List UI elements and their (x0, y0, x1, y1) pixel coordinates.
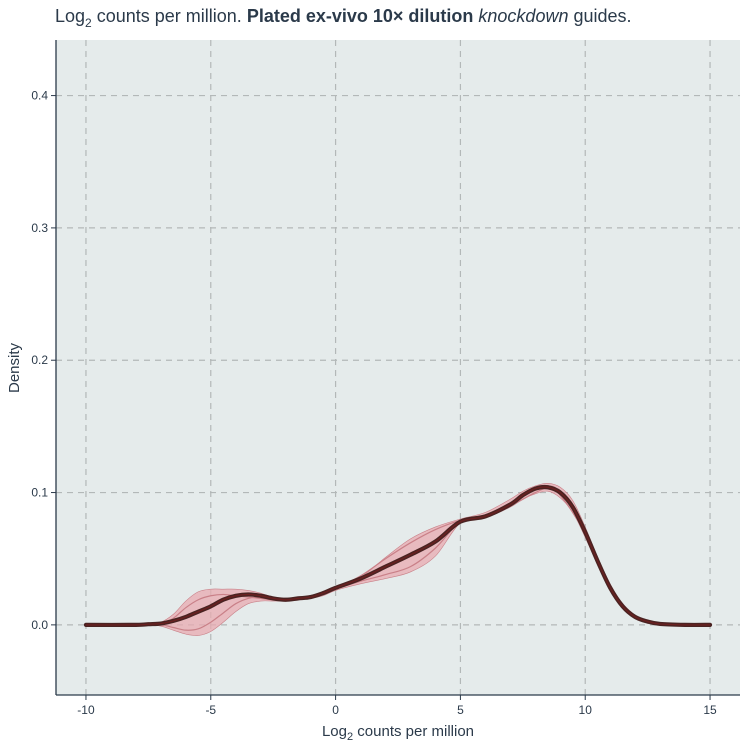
y-tick-label: 0.3 (31, 221, 48, 235)
x-tick-label: 0 (332, 703, 339, 717)
chart-title: Log2 counts per million. Plated ex-vivo … (55, 6, 632, 30)
x-tick-label: -10 (77, 703, 95, 717)
x-tick-label: 15 (703, 703, 717, 717)
plot-panel (56, 40, 740, 695)
y-tick-label: 0.4 (31, 89, 48, 103)
series-lines (83, 484, 713, 631)
x-tick-label: 5 (457, 703, 464, 717)
y-tick-label: 0.2 (31, 353, 48, 367)
x-axis-label: Log2 counts per million (322, 723, 474, 743)
x-axis-ticks: -10 -5 0 5 10 15 (77, 695, 717, 717)
y-tick-label: 0.0 (31, 618, 48, 632)
y-axis-label: Density (6, 342, 23, 393)
x-tick-label: 10 (579, 703, 593, 717)
mean-density-highlight (85, 486, 711, 626)
x-tick-label: -5 (205, 703, 216, 717)
y-axis-ticks: 0.0 0.1 0.2 0.3 0.4 (31, 89, 56, 632)
y-tick-label: 0.1 (31, 486, 48, 500)
